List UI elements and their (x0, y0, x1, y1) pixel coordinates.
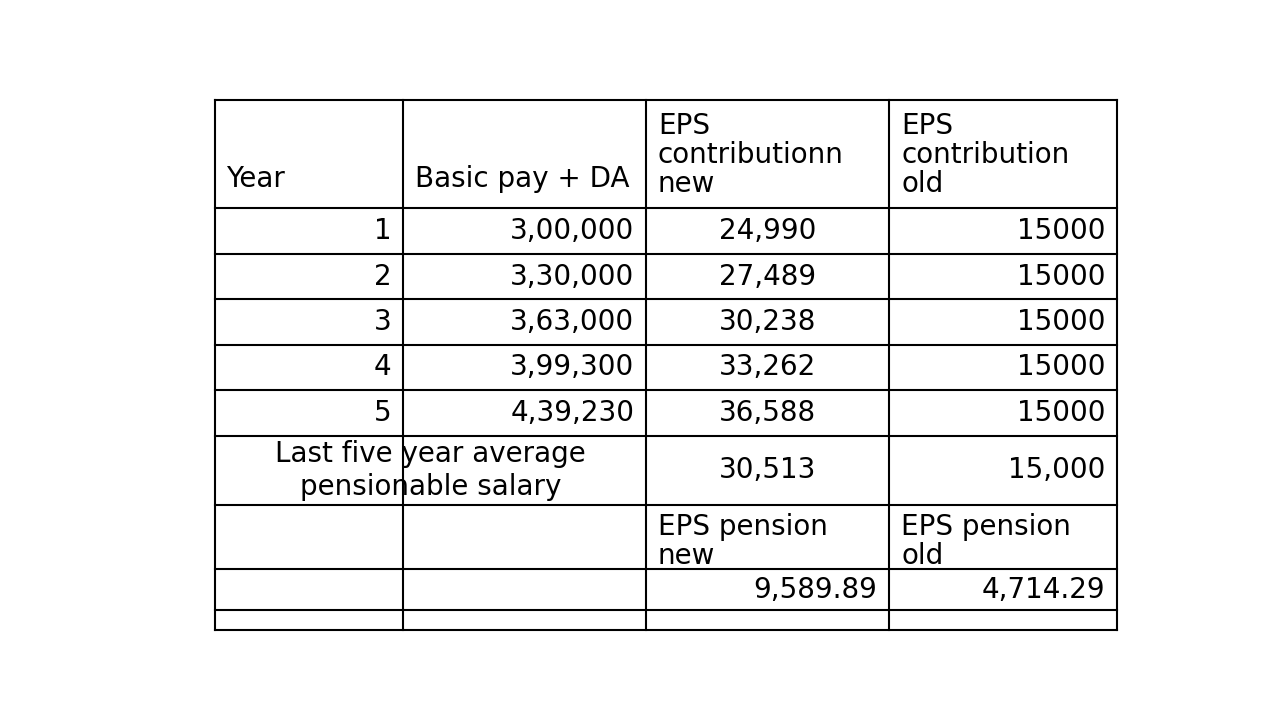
Text: 15000: 15000 (1016, 399, 1106, 427)
Text: EPS: EPS (658, 112, 710, 140)
Text: EPS: EPS (901, 112, 954, 140)
Text: 3: 3 (374, 308, 392, 336)
Text: Basic pay + DA: Basic pay + DA (415, 165, 630, 193)
Text: 30,238: 30,238 (719, 308, 817, 336)
Text: EPS pension: EPS pension (901, 513, 1071, 541)
Text: 9,589.89: 9,589.89 (754, 575, 877, 603)
Text: old: old (901, 170, 943, 198)
Text: 3,00,000: 3,00,000 (509, 217, 634, 245)
Text: 5: 5 (374, 399, 392, 427)
Text: contribution: contribution (901, 141, 1069, 169)
Text: 33,262: 33,262 (719, 354, 817, 382)
Text: contributionn: contributionn (658, 141, 844, 169)
Text: 15000: 15000 (1016, 217, 1106, 245)
Text: 27,489: 27,489 (719, 263, 817, 291)
Text: 2: 2 (374, 263, 392, 291)
Text: 15000: 15000 (1016, 263, 1106, 291)
Text: 24,990: 24,990 (719, 217, 817, 245)
Text: 1: 1 (374, 217, 392, 245)
Text: 3,63,000: 3,63,000 (509, 308, 634, 336)
Text: 4,714.29: 4,714.29 (982, 575, 1106, 603)
Text: 4,39,230: 4,39,230 (511, 399, 634, 427)
Text: EPS pension: EPS pension (658, 513, 828, 541)
Text: new: new (658, 170, 716, 198)
Text: 4: 4 (374, 354, 392, 382)
Text: old: old (901, 542, 943, 570)
Text: 15000: 15000 (1016, 354, 1106, 382)
Text: 3,30,000: 3,30,000 (509, 263, 634, 291)
Text: Last five year average
pensionable salary: Last five year average pensionable salar… (275, 440, 586, 500)
Text: 15000: 15000 (1016, 308, 1106, 336)
Text: 30,513: 30,513 (719, 456, 817, 485)
Text: new: new (658, 542, 716, 570)
Text: 3,99,300: 3,99,300 (509, 354, 634, 382)
Text: 36,588: 36,588 (719, 399, 817, 427)
Text: Year: Year (227, 165, 285, 193)
Text: 15,000: 15,000 (1009, 456, 1106, 485)
